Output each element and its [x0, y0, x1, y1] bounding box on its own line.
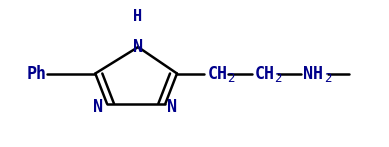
Text: H: H: [133, 9, 142, 24]
Text: N: N: [93, 98, 103, 116]
Text: 2: 2: [228, 72, 235, 85]
Text: Ph: Ph: [27, 65, 47, 82]
Text: 2: 2: [274, 72, 282, 85]
Text: CH: CH: [208, 65, 228, 82]
Text: NH: NH: [303, 65, 323, 82]
Text: 2: 2: [324, 72, 331, 85]
Text: CH: CH: [255, 65, 275, 82]
Text: N: N: [167, 98, 177, 116]
Text: N: N: [133, 38, 143, 56]
